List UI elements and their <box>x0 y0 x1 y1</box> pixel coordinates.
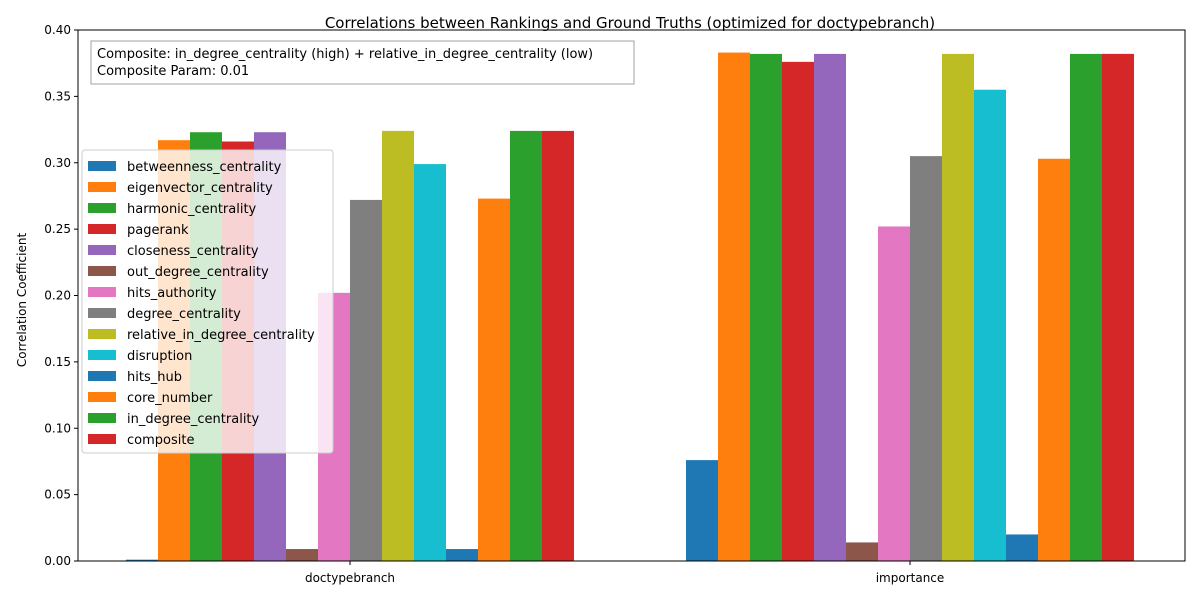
legend-label-composite: composite <box>127 433 194 448</box>
y-tick-label: 0.40 <box>44 23 71 37</box>
legend-label-closeness_centrality: closeness_centrality <box>127 244 259 259</box>
bar-out_degree_centrality-importance <box>846 542 878 561</box>
x-axis: doctypebranch importance <box>305 561 944 585</box>
y-tick-label: 0.10 <box>44 421 71 435</box>
legend-swatch-hits_authority <box>88 287 116 297</box>
legend-label-disruption: disruption <box>127 349 192 364</box>
legend-swatch-in_degree_centrality <box>88 413 116 423</box>
annotation-line-2: Composite Param: 0.01 <box>97 64 249 79</box>
y-tick-label: 0.00 <box>44 554 71 568</box>
bar-eigenvector_centrality-importance <box>718 52 750 561</box>
chart-title: Correlations between Rankings and Ground… <box>325 14 935 32</box>
bar-core_number-doctypebranch <box>478 198 510 561</box>
legend-label-out_degree_centrality: out_degree_centrality <box>127 265 269 280</box>
legend-label-pagerank: pagerank <box>127 223 189 238</box>
legend-label-in_degree_centrality: in_degree_centrality <box>127 412 260 427</box>
legend-swatch-betweenness_centrality <box>88 161 116 171</box>
bar-out_degree_centrality-doctypebranch <box>286 549 318 561</box>
legend-label-hits_hub: hits_hub <box>127 370 182 385</box>
bar-composite-importance <box>1102 53 1134 562</box>
legend-swatch-composite <box>88 434 116 444</box>
bar-hits_authority-importance <box>878 226 910 561</box>
bar-closeness_centrality-importance <box>814 53 846 562</box>
legend-label-harmonic_centrality: harmonic_centrality <box>127 202 257 217</box>
bar-in_degree_centrality-doctypebranch <box>510 130 542 561</box>
legend-swatch-out_degree_centrality <box>88 266 116 276</box>
bar-disruption-doctypebranch <box>414 164 446 561</box>
plot-frame <box>77 29 1186 562</box>
y-axis-label: Correlation Coefficient <box>15 233 29 368</box>
legend-label-degree_centrality: degree_centrality <box>127 307 241 322</box>
legend-swatch-pagerank <box>88 224 116 234</box>
bar-hits_hub-doctypebranch <box>446 549 478 561</box>
y-tick-label: 0.15 <box>44 355 71 369</box>
legend-label-relative_in_degree_centrality: relative_in_degree_centrality <box>127 328 315 343</box>
legend-swatch-eigenvector_centrality <box>88 182 116 192</box>
y-tick-label: 0.25 <box>44 222 71 236</box>
legend-swatch-disruption <box>88 350 116 360</box>
y-tick-label: 0.30 <box>44 156 71 170</box>
legend-swatch-hits_hub <box>88 371 116 381</box>
legend-swatch-relative_in_degree_centrality <box>88 329 116 339</box>
annotation-line-1: Composite: in_degree_centrality (high) +… <box>97 47 593 62</box>
legend-swatch-degree_centrality <box>88 308 116 318</box>
bar-in_degree_centrality-importance <box>1070 53 1102 562</box>
bar-harmonic_centrality-importance <box>750 53 782 562</box>
y-tick-label: 0.35 <box>44 89 71 103</box>
y-tick-label: 0.05 <box>44 488 71 502</box>
bar-disruption-importance <box>974 89 1006 562</box>
x-tick-label: doctypebranch <box>305 571 395 585</box>
legend-swatch-harmonic_centrality <box>88 203 116 213</box>
bar-core_number-importance <box>1038 158 1070 561</box>
bar-pagerank-importance <box>782 61 814 562</box>
bars <box>126 52 1134 562</box>
bar-hits_hub-importance <box>1006 534 1038 561</box>
bar-betweenness_centrality-doctypebranch <box>126 559 158 561</box>
legend-box <box>81 149 334 454</box>
bar-betweenness_centrality-importance <box>686 460 718 561</box>
legend: betweenness_centrality eigenvector_centra… <box>81 149 334 454</box>
bar-relative_in_degree_centrality-doctypebranch <box>382 130 414 561</box>
bar-composite-doctypebranch <box>542 130 574 561</box>
legend-swatch-closeness_centrality <box>88 245 116 255</box>
y-axis: 0.00 0.05 0.10 0.15 0.20 0.25 0.30 0.35 0.40 <box>44 23 78 568</box>
y-tick-label: 0.20 <box>44 289 71 303</box>
bar-degree_centrality-doctypebranch <box>350 199 382 562</box>
legend-label-eigenvector_centrality: eigenvector_centrality <box>127 181 273 196</box>
annotation-box <box>90 40 635 85</box>
bar-relative_in_degree_centrality-importance <box>942 53 974 562</box>
legend-swatch-core_number <box>88 392 116 402</box>
legend-label-betweenness_centrality: betweenness_centrality <box>127 160 282 175</box>
legend-label-hits_authority: hits_authority <box>127 286 217 301</box>
composite-annotation: Composite: in_degree_centrality (high) +… <box>90 40 635 85</box>
legend-label-core_number: core_number <box>127 391 213 406</box>
bar-degree_centrality-importance <box>910 156 942 562</box>
x-tick-label: importance <box>876 571 945 585</box>
